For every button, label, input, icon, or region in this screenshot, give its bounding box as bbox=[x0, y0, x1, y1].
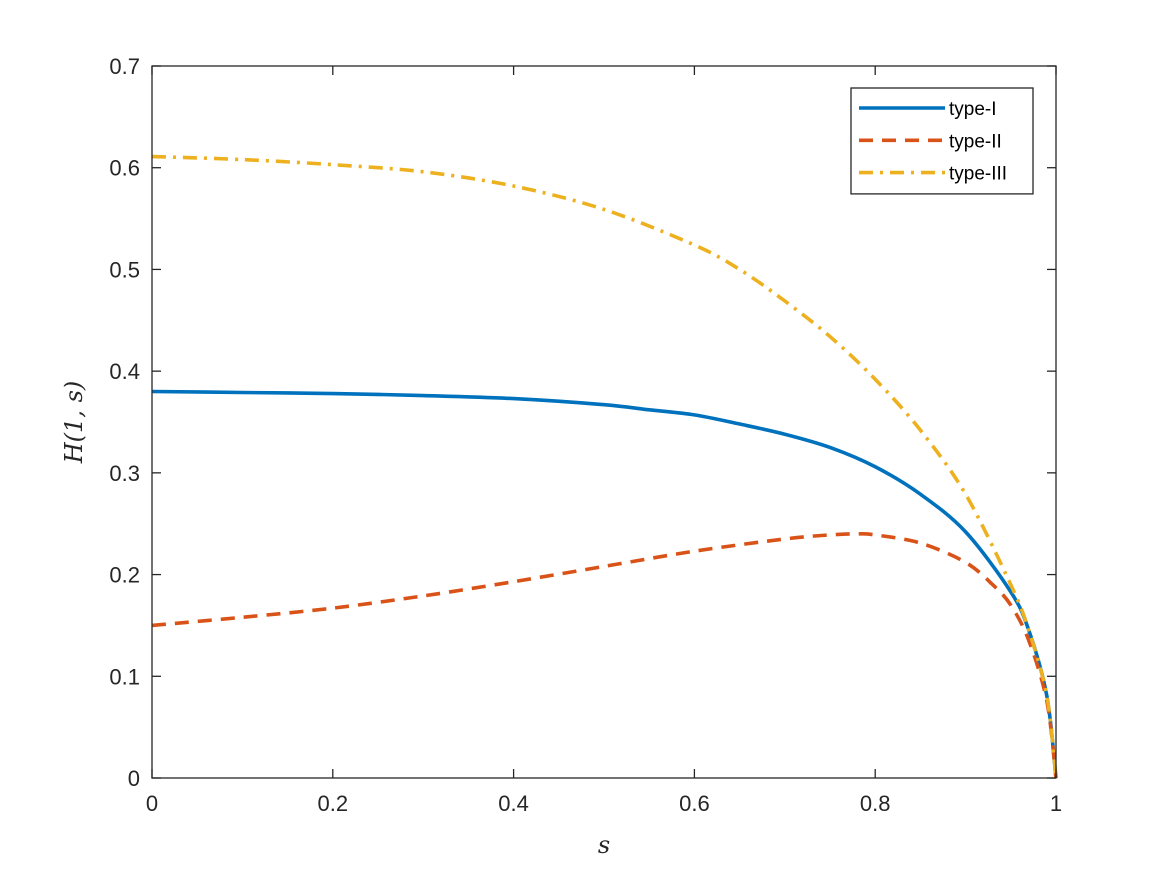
y-tick-label: 0.2 bbox=[109, 563, 140, 588]
x-tick-label: 0.2 bbox=[318, 791, 349, 816]
legend-label-type-II: type-II bbox=[949, 131, 1002, 152]
plot-frame bbox=[151, 65, 1057, 779]
legend-label-type-III: type-III bbox=[949, 164, 1007, 185]
x-tick-label: 0.8 bbox=[860, 791, 891, 816]
y-tick-label: 0.5 bbox=[109, 257, 140, 282]
y-tick-label: 0.1 bbox=[109, 664, 140, 689]
series-line-type-III bbox=[151, 154, 1058, 779]
y-tick-label: 0.7 bbox=[109, 54, 140, 79]
x-tick-label: 0.4 bbox=[498, 791, 529, 816]
x-tick-label: 1 bbox=[1050, 791, 1062, 816]
legend: type-I type-II type-III bbox=[850, 87, 1034, 195]
series-layer bbox=[151, 154, 1058, 779]
x-tick-label: 0 bbox=[146, 791, 158, 816]
series-line-type-II bbox=[151, 532, 1058, 779]
y-tick-label: 0.3 bbox=[109, 461, 140, 486]
y-tick-label: 0.6 bbox=[109, 156, 140, 181]
x-tick-label: 0.6 bbox=[679, 791, 710, 816]
x-axis-label: s bbox=[598, 831, 610, 859]
y-axis-label: H(1, s) bbox=[60, 381, 88, 465]
y-tick-label: 0 bbox=[128, 766, 140, 791]
y-tick-label: 0.4 bbox=[109, 359, 140, 384]
legend-label-type-I: type-I bbox=[949, 99, 997, 120]
tick-labels-layer: 0 0.2 0.4 0.6 0.8 1 0 0.1 0.2 0.3 0.4 0.5 0.6 0.7 bbox=[109, 54, 1062, 816]
series-line-type-I bbox=[151, 389, 1058, 779]
ticks-layer bbox=[151, 65, 1057, 779]
